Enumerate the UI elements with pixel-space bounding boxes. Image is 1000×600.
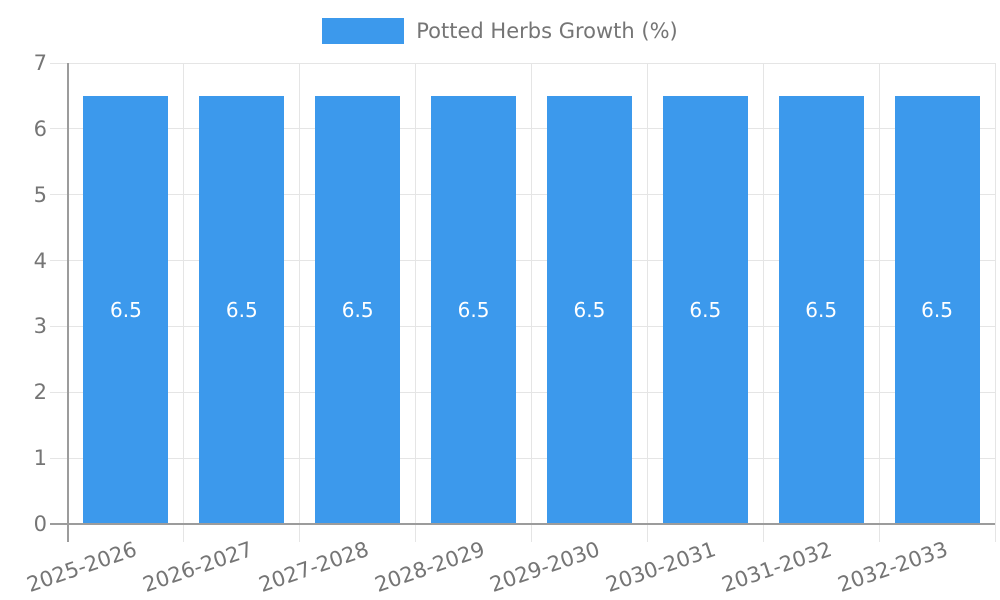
bar-value-label: 6.5 bbox=[341, 297, 374, 322]
y-axis-tick-label: 2 bbox=[33, 380, 47, 405]
legend: Potted Herbs Growth (%) bbox=[0, 18, 1000, 44]
bar: 6.5 bbox=[894, 95, 980, 524]
vertical-gridline bbox=[415, 63, 417, 542]
legend-label: Potted Herbs Growth (%) bbox=[416, 19, 678, 43]
vertical-gridline bbox=[994, 63, 996, 542]
vertical-gridline bbox=[762, 63, 764, 542]
bar-value-label: 6.5 bbox=[921, 297, 953, 322]
y-axis-tick-label: 0 bbox=[33, 512, 47, 536]
bar: 6.5 bbox=[662, 95, 748, 524]
y-axis-tick-label: 5 bbox=[33, 182, 47, 207]
y-axis-line bbox=[67, 63, 69, 542]
vertical-gridline bbox=[878, 63, 880, 542]
vertical-gridline bbox=[299, 63, 301, 542]
bar-value-label: 6.5 bbox=[689, 297, 722, 322]
legend-item[interactable]: Potted Herbs Growth (%) bbox=[322, 18, 678, 44]
bar: 6.5 bbox=[315, 95, 401, 524]
vertical-gridline bbox=[531, 63, 532, 542]
bar-value-label: 6.5 bbox=[805, 297, 838, 322]
bar: 6.5 bbox=[546, 95, 632, 524]
vertical-gridline bbox=[183, 63, 185, 542]
y-axis-tick-label: 3 bbox=[33, 314, 47, 339]
y-axis-tick-label: 1 bbox=[33, 446, 47, 471]
bar: 6.5 bbox=[778, 95, 864, 524]
bar: 6.5 bbox=[199, 95, 285, 524]
bar-value-label: 6.5 bbox=[225, 297, 258, 322]
bar-value-label: 6.5 bbox=[457, 297, 490, 322]
bar: 6.5 bbox=[431, 95, 517, 524]
y-axis-tick-label: 6 bbox=[33, 116, 47, 141]
horizontal-gridline bbox=[50, 62, 995, 64]
bar-value-label: 6.5 bbox=[110, 297, 142, 322]
y-axis-tick-label: 4 bbox=[33, 248, 47, 273]
legend-swatch bbox=[322, 18, 405, 44]
bar-value-label: 6.5 bbox=[573, 297, 606, 322]
vertical-gridline bbox=[646, 63, 648, 542]
bar: 6.5 bbox=[83, 95, 169, 524]
y-axis-tick-label: 7 bbox=[33, 51, 47, 75]
